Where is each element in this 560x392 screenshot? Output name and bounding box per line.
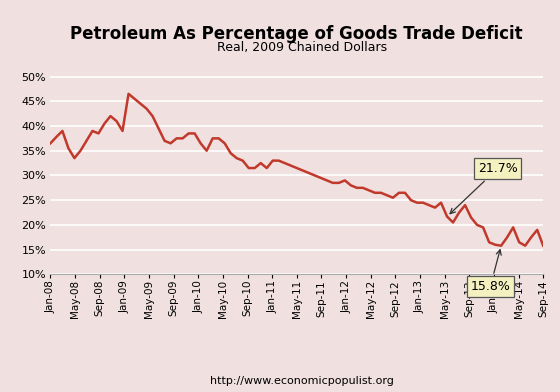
- Text: http://www.economicpopulist.org: http://www.economicpopulist.org: [211, 376, 394, 386]
- Text: 21.7%: 21.7%: [450, 162, 517, 214]
- Title: Petroleum As Percentage of Goods Trade Deficit: Petroleum As Percentage of Goods Trade D…: [71, 25, 523, 43]
- Text: Real, 2009 Chained Dollars: Real, 2009 Chained Dollars: [217, 41, 388, 54]
- Text: 15.8%: 15.8%: [470, 250, 510, 293]
